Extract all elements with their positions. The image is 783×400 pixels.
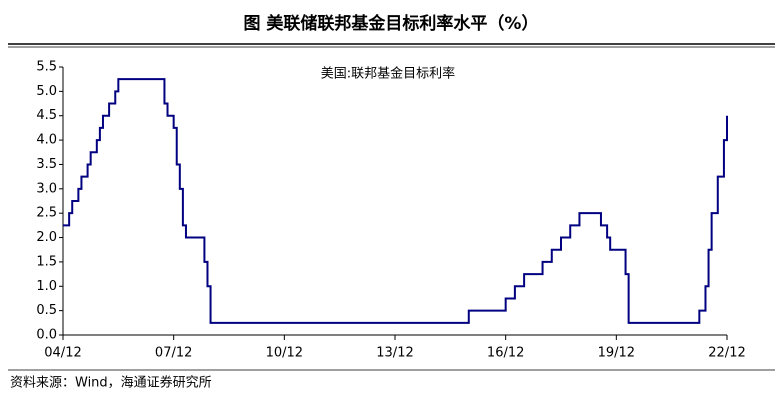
y-tick-label: 2.5 bbox=[36, 206, 57, 221]
source: 资料来源：Wind，海通证券研究所 bbox=[10, 375, 212, 391]
y-tick-label: 4.0 bbox=[36, 133, 57, 148]
y-tick-label: 3.5 bbox=[36, 157, 57, 172]
y-tick-label: 3.0 bbox=[36, 181, 57, 196]
x-tick-label: 13/12 bbox=[376, 346, 413, 361]
y-tick-label: 0.5 bbox=[36, 303, 57, 318]
y-tick-label: 1.5 bbox=[36, 254, 57, 269]
x-tick-label: 16/12 bbox=[487, 346, 524, 361]
x-tick-label: 22/12 bbox=[708, 346, 745, 361]
y-tick-label: 5.0 bbox=[36, 84, 57, 99]
y-tick-label: 4.5 bbox=[36, 108, 57, 123]
x-tick-label: 10/12 bbox=[266, 346, 303, 361]
y-tick-label: 0.0 bbox=[36, 328, 57, 343]
y-tick-label: 5.5 bbox=[36, 60, 57, 75]
y-tick-label: 1.0 bbox=[36, 279, 57, 294]
chart-title: 图 美联储联邦基金目标利率水平（%） bbox=[244, 13, 539, 34]
y-tick-label: 2.0 bbox=[36, 230, 57, 245]
x-tick-label: 19/12 bbox=[598, 346, 635, 361]
x-tick-label: 04/12 bbox=[44, 346, 81, 361]
rate-line bbox=[63, 78, 728, 324]
legend-label: 美国:联邦基金目标利率 bbox=[321, 66, 455, 82]
x-tick-label: 07/12 bbox=[155, 346, 192, 361]
